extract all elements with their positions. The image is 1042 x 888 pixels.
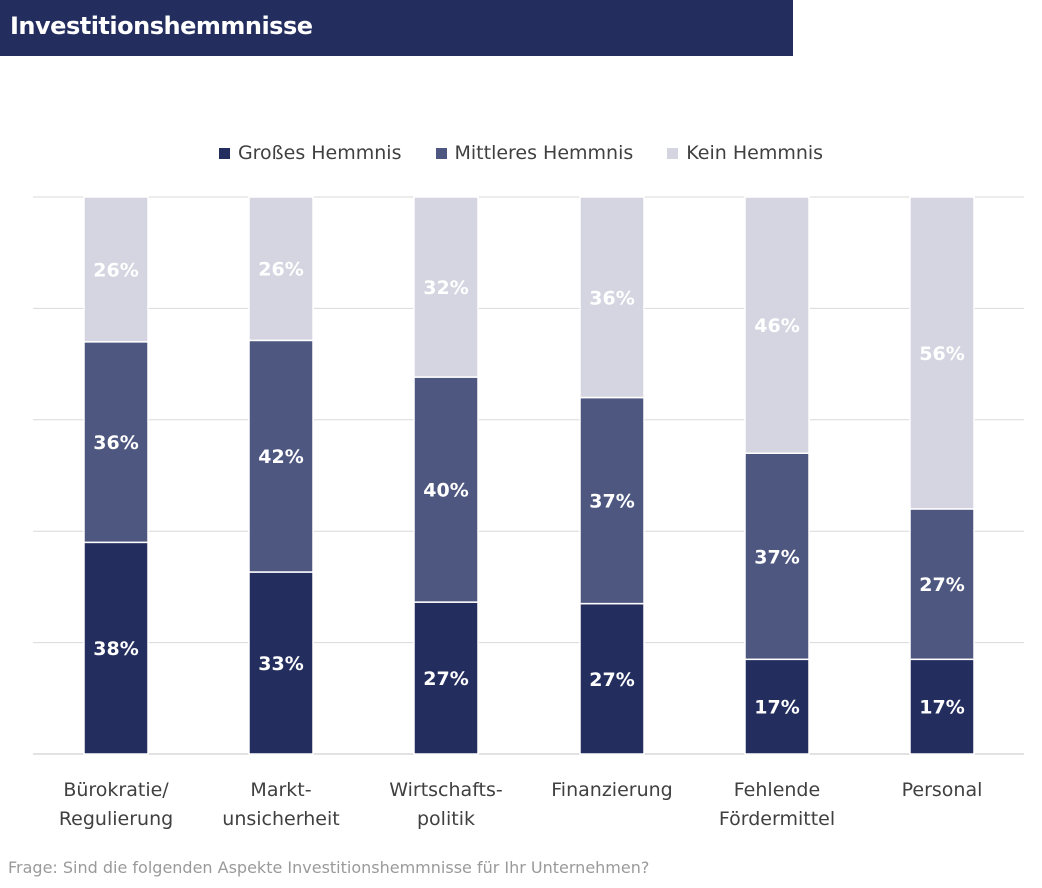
title-bar: Investitionshemmnisse <box>0 0 793 56</box>
bar-segment <box>413 376 479 603</box>
category-label: Wirtschafts- <box>389 779 503 801</box>
legend-swatch-mittel <box>435 147 447 159</box>
legend-label-kein: Kein Hemmnis <box>686 142 824 164</box>
bar-segment <box>909 658 975 755</box>
category-label: Fördermittel <box>719 808 835 830</box>
bar-segment <box>248 196 314 342</box>
data-label: 37% <box>754 546 799 568</box>
bar-segment <box>909 508 975 661</box>
stacked-bar-chart: 38% 36% 26% Bürokratie/Regulierung 33% 42% 26%… <box>33 196 1024 830</box>
data-label: 27% <box>423 668 468 690</box>
bar-segment <box>248 571 314 755</box>
category-label: Markt- <box>250 779 311 801</box>
data-label: 27% <box>919 574 964 596</box>
category-label: Regulierung <box>59 808 173 830</box>
data-label: 33% <box>258 653 303 675</box>
footnote: Frage: Sind die folgenden Aspekte Invest… <box>8 858 650 877</box>
bar-segment <box>744 452 810 661</box>
legend-label-mittel: Mittleres Hemmnis <box>454 142 634 164</box>
data-label: 37% <box>589 491 634 513</box>
data-label: 46% <box>754 315 799 337</box>
data-label: 27% <box>589 669 634 691</box>
bar-segment <box>83 196 149 343</box>
data-label: 56% <box>919 343 964 365</box>
legend-swatch-gross <box>218 147 230 159</box>
bar-segment <box>579 396 645 605</box>
category-label: Bürokratie/ <box>63 779 169 801</box>
data-label: 38% <box>93 638 138 660</box>
legend-item-gross: Großes Hemmnis <box>218 142 402 164</box>
bar-segment <box>579 196 645 399</box>
legend-label-gross: Großes Hemmnis <box>237 142 402 164</box>
bar-segment <box>413 196 479 378</box>
category-label: unsicherheit <box>222 808 339 830</box>
data-label: 42% <box>258 446 303 468</box>
data-label: 17% <box>754 697 799 719</box>
data-label: 40% <box>423 480 468 502</box>
category-label: Fehlende <box>734 779 820 801</box>
category-label: Personal <box>902 779 983 801</box>
data-label: 36% <box>93 432 138 454</box>
bar-segment <box>413 601 479 755</box>
bar-segment <box>248 339 314 573</box>
bar-segment <box>579 602 645 755</box>
data-label: 17% <box>919 697 964 719</box>
legend: Großes Hemmnis Mittleres Hemmnis Kein He… <box>0 140 1042 166</box>
legend-item-kein: Kein Hemmnis <box>667 142 823 164</box>
chart-title: Investitionshemmnisse <box>10 12 313 40</box>
data-label: 32% <box>423 277 468 299</box>
bar-segment <box>744 196 810 454</box>
data-label: 36% <box>589 287 634 309</box>
data-label: 26% <box>93 259 138 281</box>
bar-segment <box>909 196 975 510</box>
bar-segment <box>744 658 810 755</box>
legend-swatch-kein <box>667 147 679 159</box>
category-label: Finanzierung <box>551 779 672 801</box>
data-label: 26% <box>258 259 303 281</box>
category-label: politik <box>417 808 475 830</box>
legend-item-mittel: Mittleres Hemmnis <box>435 142 634 164</box>
